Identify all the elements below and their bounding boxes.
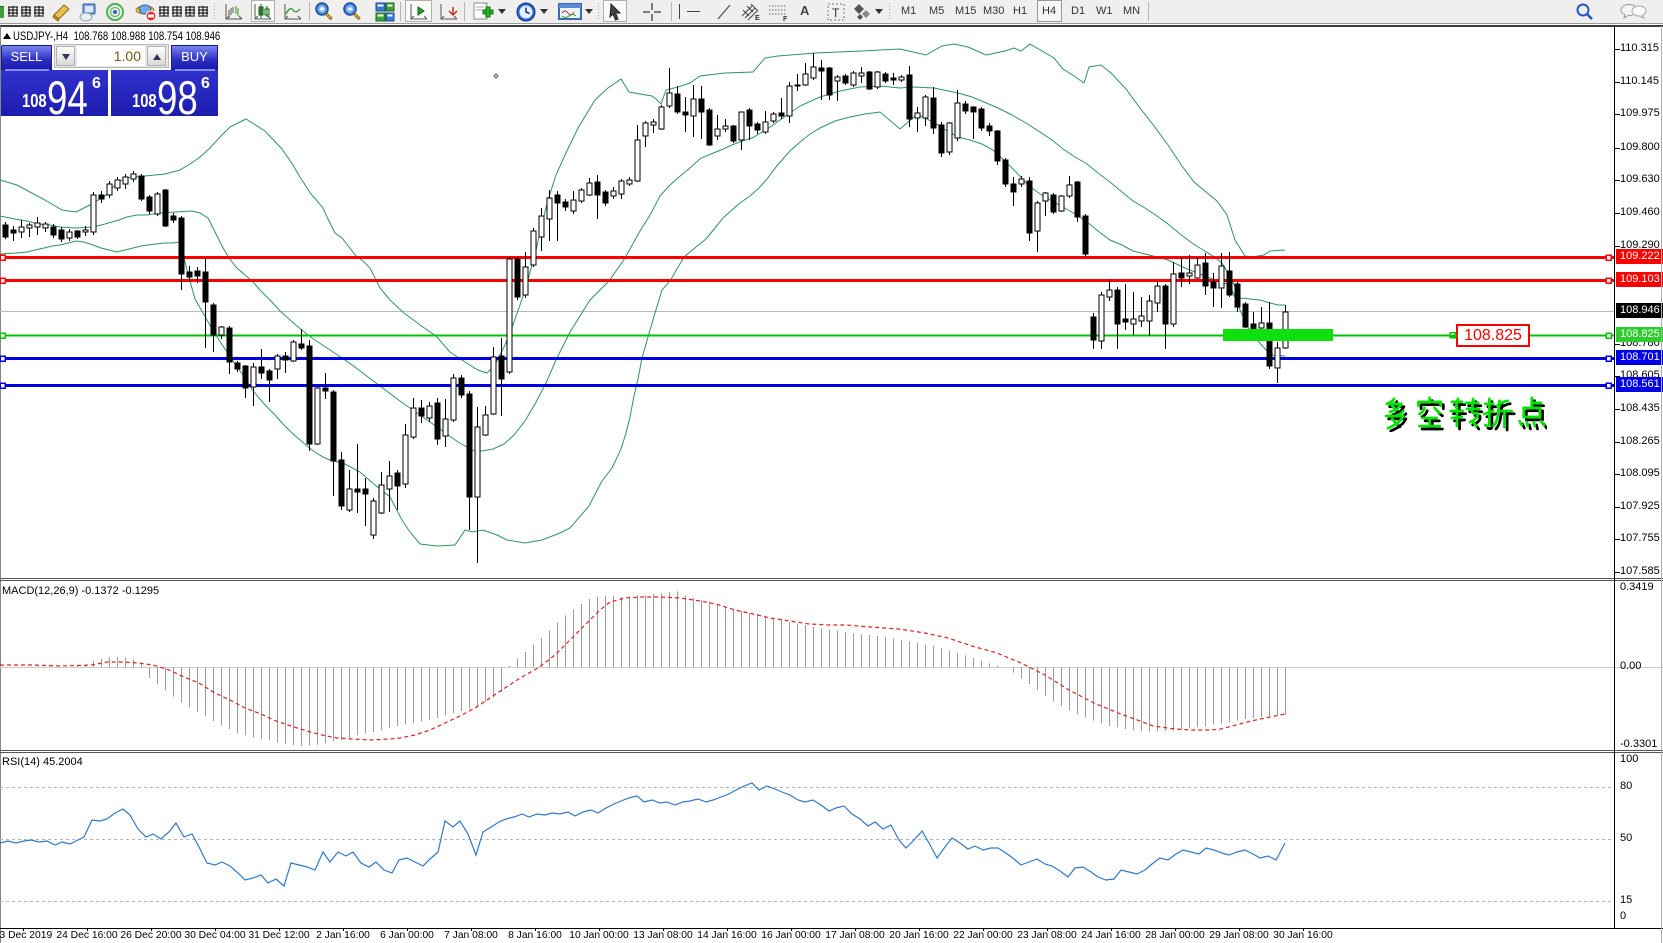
svg-text:T: T xyxy=(832,6,840,20)
svg-text:E: E xyxy=(755,15,760,22)
svg-text:F: F xyxy=(783,16,788,22)
